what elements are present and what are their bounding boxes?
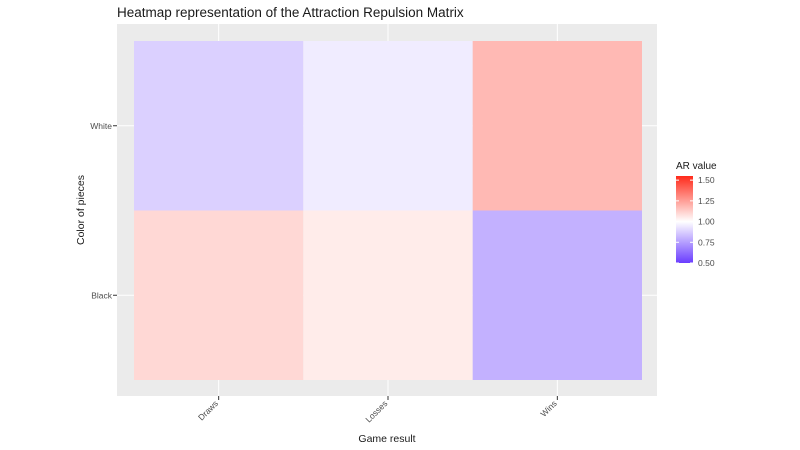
heatmap-cell-white-draws [134, 41, 304, 211]
color-legend: AR value 0.50 0.75 1.00 1.25 1.50 [676, 161, 717, 268]
heatmap-cell-white-wins [472, 41, 642, 211]
legend-tick-label: 1.50 [698, 175, 715, 185]
y-tick-label: Black [91, 290, 113, 300]
heatmap-cell-black-losses [303, 210, 473, 380]
chart-title: Heatmap representation of the Attraction… [117, 5, 464, 20]
heatmap-cell-white-losses [303, 41, 473, 211]
heatmap-cell-black-wins [472, 210, 642, 380]
legend-tick-label: 0.75 [698, 237, 715, 247]
y-axis-title: Color of pieces [75, 175, 87, 245]
x-tick-label: Losses [363, 398, 389, 424]
heatmap-cell-black-draws [134, 210, 304, 380]
legend-tick-label: 0.50 [698, 258, 715, 268]
x-tick-label: Draws [196, 398, 220, 422]
legend-tick-label: 1.00 [698, 217, 715, 227]
legend-title: AR value [676, 161, 717, 172]
heatmap-cells [134, 41, 642, 380]
x-axis-title: Game result [358, 433, 415, 445]
x-tick-label: Wins [538, 398, 558, 418]
legend-colorbar [676, 176, 693, 263]
legend-tick-label: 1.25 [698, 196, 715, 206]
y-tick-label: White [90, 121, 112, 131]
